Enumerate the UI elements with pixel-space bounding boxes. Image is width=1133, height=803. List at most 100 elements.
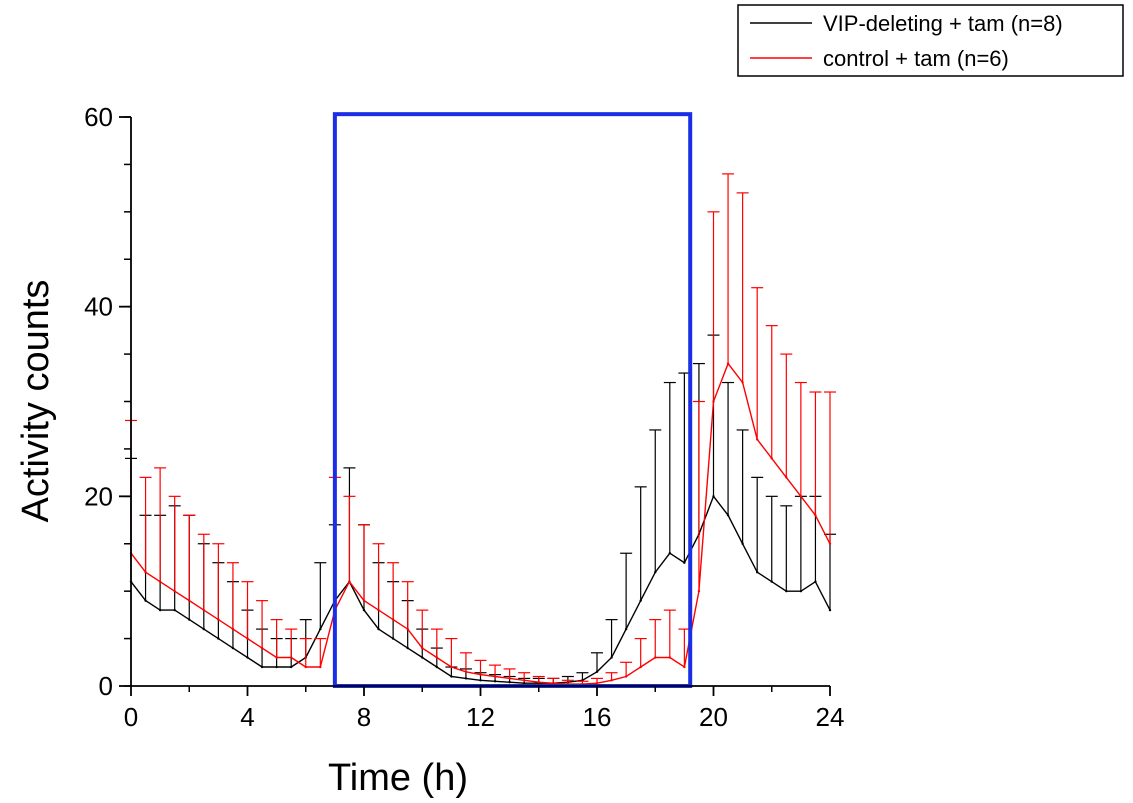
x-tick-label: 0 [124,702,138,732]
data-point [596,671,598,673]
data-point [538,681,540,683]
series-line [131,364,830,684]
data-point [188,618,190,620]
data-point [596,682,598,684]
data-point [683,666,685,668]
data-point [494,675,496,677]
data-point [669,656,671,658]
tick-labels: 0 20 40 60 0 4 8 12 16 20 24 [84,102,844,732]
data-point [159,609,161,611]
data-point [203,609,205,611]
y-tick-label: 40 [84,292,113,322]
data-point [217,618,219,620]
data-point [421,647,423,649]
data-point [232,628,234,630]
x-tick-label: 12 [466,702,495,732]
legend: VIP-deleting + tam (n=8) control + tam (… [738,5,1123,76]
data-point [552,682,554,684]
data-point [814,580,816,582]
data-point [246,656,248,658]
data-point [494,680,496,682]
data-point [319,666,321,668]
data-point [173,609,175,611]
data-point [829,609,831,611]
data-point [639,666,641,668]
data-point [669,552,671,554]
x-tick-label: 16 [583,702,612,732]
data-point [508,681,510,683]
data-point [712,495,714,497]
data-point [392,618,394,620]
data-point [188,599,190,601]
data-point [319,628,321,630]
data-point [800,495,802,497]
data-point [683,562,685,564]
series-0 [125,335,836,684]
plot-data-layer [125,174,836,685]
y-tick-label: 60 [84,102,113,132]
data-point [173,590,175,592]
data-point [392,637,394,639]
series-line [131,496,830,683]
data-point [727,362,729,364]
data-point [246,637,248,639]
highlight-box [335,114,690,686]
data-point [450,675,452,677]
data-point [479,673,481,675]
data-point [465,671,467,673]
data-point [217,637,219,639]
data-point [290,656,292,658]
x-tick-label: 4 [240,702,254,732]
data-point [465,677,467,679]
data-point [785,476,787,478]
data-point [756,571,758,573]
data-point [406,628,408,630]
data-point [144,571,146,573]
data-point [479,679,481,681]
data-point [377,628,379,630]
legend-label: control + tam (n=6) [823,46,1009,71]
data-point [610,656,612,658]
data-point [406,647,408,649]
legend-label: VIP-deleting + tam (n=8) [823,11,1063,36]
data-point [756,438,758,440]
data-point [741,543,743,545]
data-point [305,666,307,668]
series-1 [125,174,836,685]
data-point [654,656,656,658]
data-point [800,590,802,592]
y-axis-title: Activity counts [15,280,57,523]
highlight-layer [335,114,690,686]
data-point [232,647,234,649]
data-point [203,628,205,630]
data-point [523,679,525,681]
data-point [625,628,627,630]
data-point [785,590,787,592]
data-point [144,599,146,601]
data-point [436,666,438,668]
data-point [436,656,438,658]
data-point [712,400,714,402]
y-tick-label: 0 [99,671,113,701]
data-point [727,514,729,516]
data-point [508,677,510,679]
data-point [741,381,743,383]
data-point [698,590,700,592]
data-point [261,666,263,668]
data-point [450,666,452,668]
data-point [639,599,641,601]
data-point [363,599,365,601]
x-tick-label: 24 [816,702,845,732]
data-point [625,675,627,677]
data-point [275,656,277,658]
data-point [771,580,773,582]
data-point [275,666,277,668]
data-point [363,609,365,611]
data-point [377,609,379,611]
data-point [654,571,656,573]
data-point [523,682,525,684]
data-point [348,580,350,582]
axes-layer [119,117,830,696]
x-tick-label: 8 [357,702,371,732]
